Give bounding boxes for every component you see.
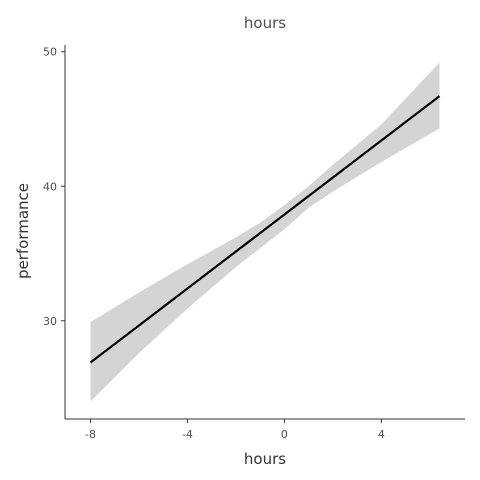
y-tick-label: 50: [43, 46, 57, 59]
confidence-band: [90, 62, 440, 402]
x-tick-label: 4: [378, 428, 385, 441]
x-axis-ticks: -8 -4 0 4: [85, 419, 385, 441]
x-axis-title: hours: [244, 450, 286, 468]
y-axis-ticks: 30 40 50: [43, 46, 65, 328]
x-tick-label: 0: [281, 428, 288, 441]
chart-title: hours: [244, 14, 286, 32]
regression-line: [89, 95, 441, 364]
x-tick-label: -4: [182, 428, 193, 441]
y-tick-label: 30: [43, 315, 57, 328]
x-tick-label: -8: [85, 428, 96, 441]
y-axis-title: performance: [14, 183, 32, 279]
y-tick-label: 40: [43, 180, 57, 193]
